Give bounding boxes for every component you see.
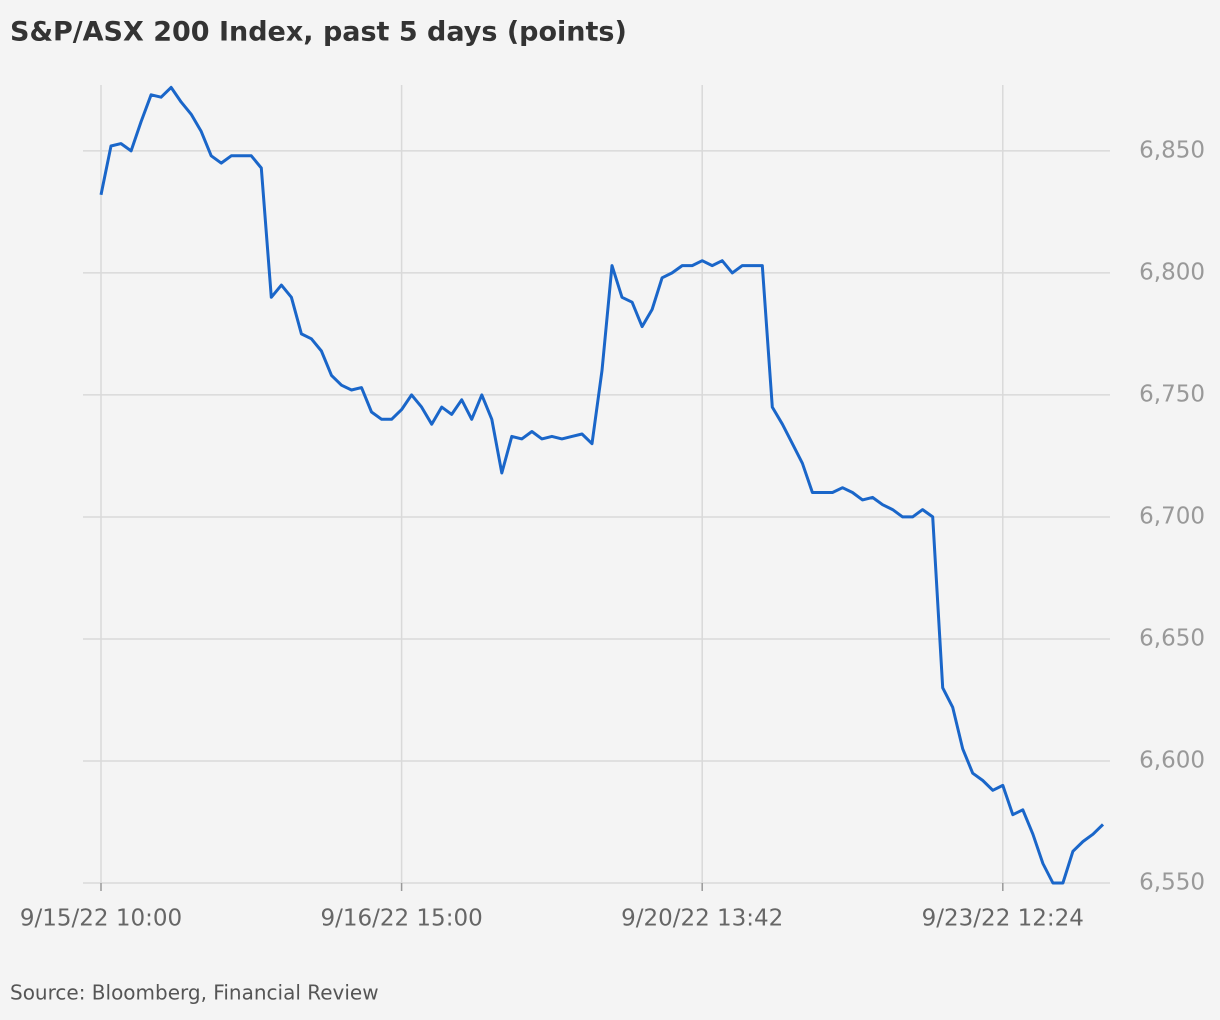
price-line (99, 85, 1105, 885)
x-tick-label: 9/23/22 12:24 (922, 906, 1084, 932)
y-tick-label: 6,800 (1139, 259, 1205, 285)
y-tick-label: 6,700 (1139, 503, 1205, 529)
y-tick-label: 6,550 (1139, 870, 1205, 896)
chart-title: S&P/ASX 200 Index, past 5 days (points) (10, 17, 627, 48)
y-tick-label: 6,750 (1139, 381, 1205, 407)
x-tick-label: 9/20/22 13:42 (621, 906, 783, 932)
y-tick-label: 6,600 (1139, 747, 1205, 773)
x-tick-label: 9/15/22 10:00 (20, 906, 182, 932)
y-tick-label: 6,850 (1139, 137, 1205, 163)
y-tick-label: 6,650 (1139, 625, 1205, 651)
x-tick-label: 9/16/22 15:00 (320, 906, 482, 932)
source-note: Source: Bloomberg, Financial Review (10, 981, 379, 1005)
